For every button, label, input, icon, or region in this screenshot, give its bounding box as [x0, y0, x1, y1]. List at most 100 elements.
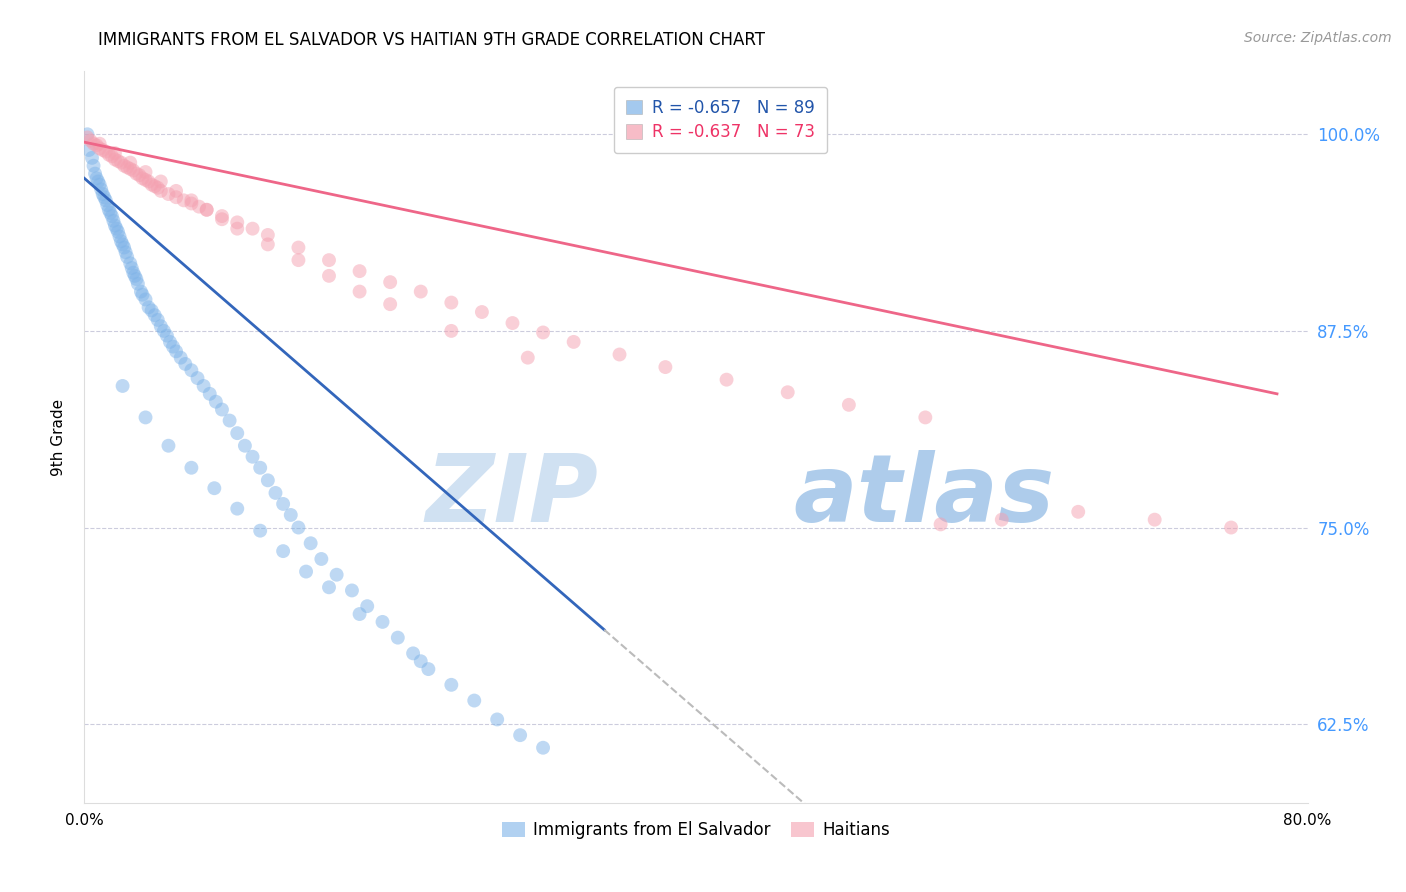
Point [211, 209, 233, 223]
Point [195, 202, 218, 217]
Point [242, 221, 264, 235]
Point [153, 324, 176, 338]
Point [80, 151, 103, 165]
Point [77, 143, 100, 157]
Point [318, 268, 340, 283]
Point [97, 202, 120, 217]
Point [129, 285, 152, 299]
Point [387, 631, 409, 645]
Point [180, 460, 202, 475]
Point [110, 155, 132, 169]
Point [654, 360, 676, 375]
Y-axis label: 9th Grade: 9th Grade [51, 399, 66, 475]
Point [159, 334, 181, 349]
Point [349, 285, 371, 299]
Text: atlas: atlas [794, 450, 1054, 541]
Point [188, 200, 211, 214]
Point [409, 654, 432, 668]
Point [531, 740, 554, 755]
Point [115, 250, 138, 264]
Point [138, 301, 160, 315]
Point [380, 275, 402, 289]
Point [135, 173, 157, 187]
Point [205, 394, 228, 409]
Point [1067, 505, 1090, 519]
Point [280, 508, 302, 522]
Point [257, 227, 280, 242]
Point [127, 277, 149, 291]
Point [249, 460, 271, 475]
Point [440, 678, 463, 692]
Point [122, 163, 145, 178]
Point [991, 513, 1014, 527]
Point [516, 351, 538, 365]
Point [157, 187, 180, 202]
Point [96, 198, 118, 212]
Point [91, 187, 114, 202]
Point [264, 486, 287, 500]
Point [107, 225, 129, 239]
Point [165, 190, 187, 204]
Point [242, 450, 264, 464]
Point [146, 180, 169, 194]
Point [198, 387, 221, 401]
Point [170, 351, 193, 365]
Point [112, 241, 135, 255]
Point [93, 190, 115, 204]
Point [114, 245, 136, 260]
Point [90, 182, 112, 196]
Point [180, 194, 202, 208]
Point [402, 646, 425, 660]
Point [124, 268, 146, 283]
Point [165, 344, 187, 359]
Point [135, 293, 157, 307]
Point [76, 130, 98, 145]
Point [409, 285, 432, 299]
Point [108, 229, 131, 244]
Point [91, 143, 114, 157]
Point [418, 662, 440, 676]
Point [79, 134, 101, 148]
Point [110, 234, 132, 248]
Point [440, 324, 463, 338]
Point [112, 159, 135, 173]
Point [141, 303, 163, 318]
Point [104, 146, 127, 161]
Point [105, 221, 128, 235]
Point [180, 363, 202, 377]
Point [120, 161, 142, 176]
Point [146, 313, 169, 327]
Point [120, 256, 142, 270]
Point [149, 174, 172, 188]
Point [249, 524, 271, 538]
Point [111, 379, 134, 393]
Point [287, 241, 309, 255]
Point [471, 305, 494, 319]
Point [299, 536, 322, 550]
Point [135, 410, 157, 425]
Point [125, 167, 148, 181]
Point [287, 520, 309, 534]
Point [83, 159, 105, 173]
Point [914, 410, 936, 425]
Point [128, 168, 150, 182]
Point [104, 153, 127, 167]
Point [143, 308, 166, 322]
Point [929, 517, 952, 532]
Point [162, 340, 184, 354]
Point [195, 202, 218, 217]
Point [84, 167, 107, 181]
Point [838, 398, 860, 412]
Point [89, 178, 111, 192]
Point [509, 728, 531, 742]
Point [325, 567, 347, 582]
Point [257, 237, 280, 252]
Point [97, 147, 120, 161]
Point [141, 178, 163, 192]
Point [115, 161, 138, 175]
Point [86, 138, 108, 153]
Point [218, 413, 240, 427]
Point [295, 565, 318, 579]
Point [121, 260, 143, 275]
Point [104, 219, 127, 233]
